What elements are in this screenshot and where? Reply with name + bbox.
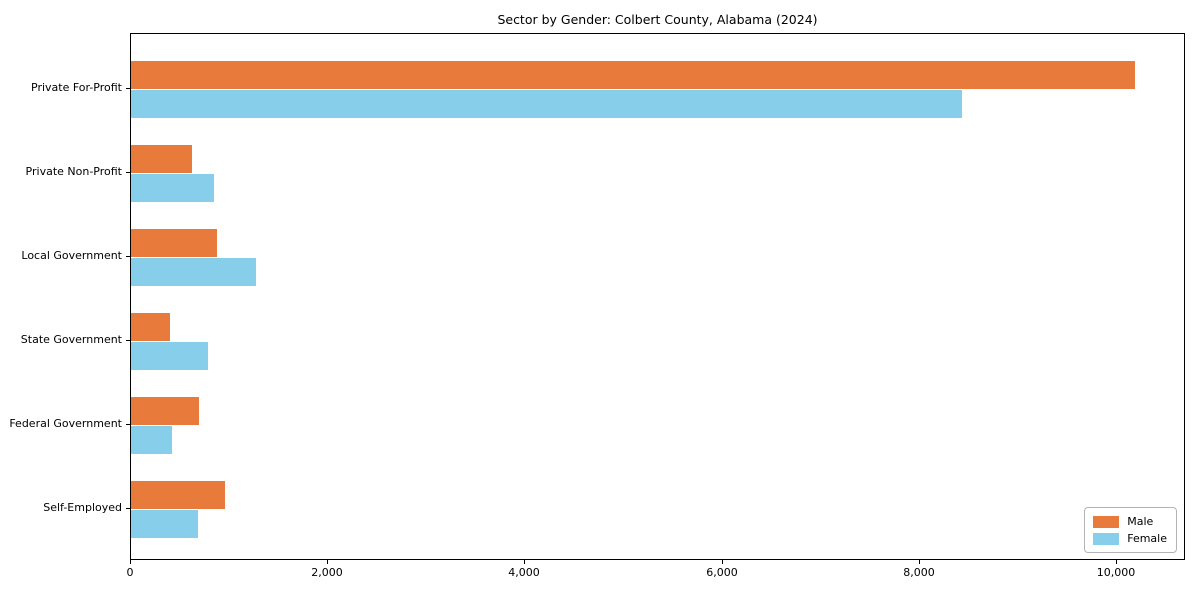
bar-female-self-employed [131,510,198,538]
bar-male-federal-government [131,397,199,425]
legend-label-female: Female [1127,532,1167,545]
x-tick-label-4-000: 4,000 [508,566,540,579]
legend-swatch-male [1093,515,1120,528]
y-tick-label-self-employed: Self-Employed [43,501,122,514]
y-tick-label-federal-government: Federal Government [9,417,122,430]
x-tick-mark [1116,560,1117,564]
bar-female-federal-government [131,426,172,454]
x-tick-label-6-000: 6,000 [706,566,738,579]
bar-male-self-employed [131,481,225,509]
y-tick-mark [126,424,130,425]
legend: Male Female [1084,507,1177,553]
y-tick-mark [126,256,130,257]
legend-item-female: Female [1093,530,1167,547]
x-tick-mark [722,560,723,564]
x-tick-mark [130,560,131,564]
y-tick-mark [126,88,130,89]
x-tick-label-10-000: 10,000 [1096,566,1136,579]
y-tick-label-state-government: State Government [20,333,122,346]
bar-female-state-government [131,342,208,370]
y-tick-mark [126,340,130,341]
y-tick-label-private-for-profit: Private For-Profit [31,81,122,94]
bar-male-private-for-profit [131,61,1135,89]
legend-swatch-female [1093,532,1120,545]
bar-male-private-non-profit [131,145,192,173]
plot-area: Male Female [130,33,1185,560]
y-tick-mark [126,508,130,509]
y-tick-label-local-government: Local Government [21,249,122,262]
legend-item-male: Male [1093,513,1167,530]
legend-label-male: Male [1127,515,1154,528]
y-tick-mark [126,172,130,173]
bar-female-private-non-profit [131,174,214,202]
x-tick-mark [327,560,328,564]
bar-female-local-government [131,258,256,286]
bar-male-local-government [131,229,217,257]
y-tick-label-private-non-profit: Private Non-Profit [25,165,122,178]
bar-male-state-government [131,313,170,341]
x-tick-label-8-000: 8,000 [903,566,935,579]
x-tick-label-0: 0 [126,566,134,579]
bar-female-private-for-profit [131,90,962,118]
x-tick-mark [919,560,920,564]
chart-title: Sector by Gender: Colbert County, Alabam… [497,12,818,27]
x-tick-label-2-000: 2,000 [311,566,343,579]
x-tick-mark [524,560,525,564]
